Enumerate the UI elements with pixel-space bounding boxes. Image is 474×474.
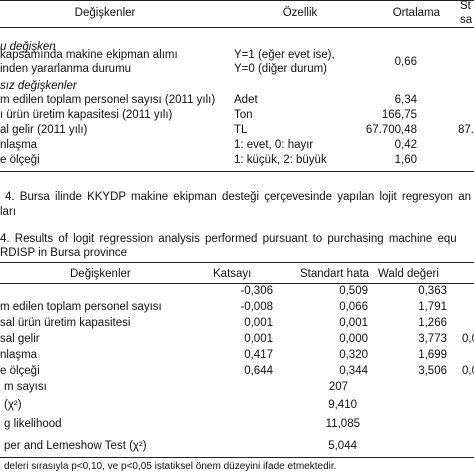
cell: kapsamında makine ekipman alımı xyxy=(0,49,178,61)
cell: 1,266 xyxy=(418,317,447,329)
cell: 0,000 xyxy=(339,333,368,345)
cell: 0,509 xyxy=(339,285,368,297)
rule xyxy=(0,283,474,284)
cell: 87. xyxy=(458,124,474,136)
cell: 0,644 xyxy=(244,365,273,377)
cell: 0,417 xyxy=(244,349,273,361)
column-header: Ortalama xyxy=(392,7,440,19)
cell: (χ²) xyxy=(4,399,22,411)
cell: 207 xyxy=(328,381,348,393)
cell: 3,773 xyxy=(418,333,447,345)
rule xyxy=(0,262,474,263)
column-header: Wald değeri xyxy=(378,268,439,280)
cell: 0,001 xyxy=(244,317,273,329)
cell: -0,008 xyxy=(240,301,273,313)
cell: m edilen toplam personel sayısı xyxy=(0,301,162,313)
cell: 1,60 xyxy=(394,154,417,166)
cell: 0,320 xyxy=(339,349,368,361)
cell: 0,066 xyxy=(339,301,368,313)
cell: -0,306 xyxy=(240,285,273,297)
cell: 6,34 xyxy=(394,94,417,106)
cell: Ton xyxy=(234,109,253,121)
cell: 11,085 xyxy=(325,418,360,430)
section-title: sız değişkenler xyxy=(0,80,77,92)
cell: nlaşma xyxy=(0,349,38,361)
cell: sal ürün üretim kapasitesi xyxy=(0,317,131,329)
cell: 0,001 xyxy=(244,333,273,345)
column-header: Değişkenler xyxy=(74,7,136,19)
cell: Y=1 (eğer evet ise), xyxy=(234,49,335,61)
cell: e ölçeği xyxy=(0,365,40,377)
column-header: Standart hata xyxy=(300,268,370,280)
cell: nlaşma xyxy=(0,139,38,151)
cell: m edilen toplam personel sayısı (2011 yı… xyxy=(0,94,216,106)
cell: ı ürün üretim kapasitesi (2011 yılı) xyxy=(0,109,173,121)
cell: 0,0 xyxy=(462,365,474,377)
cell: g likelihood xyxy=(4,418,62,430)
cell: 0,001 xyxy=(339,317,368,329)
caption: 4. Bursa ilinde KKYDP makine ekipman des… xyxy=(5,191,472,203)
cell: e ölçeği xyxy=(0,154,40,166)
cell: 1: küçük, 2: büyük xyxy=(234,154,327,166)
cell: per and Lemeshow Test (χ²) xyxy=(4,440,147,452)
cell: inden yararlanma durumu xyxy=(0,63,132,75)
caption: RDISP in Bursa province xyxy=(0,247,127,259)
cell: 166,75 xyxy=(381,109,417,121)
section-title: u değişken xyxy=(0,41,56,53)
cell: Adet xyxy=(234,94,258,106)
rule xyxy=(0,171,474,172)
cell: m sayısı xyxy=(4,381,47,393)
cell: Y=0 (diğer durum) xyxy=(234,63,327,75)
cell: sal gelir xyxy=(0,333,40,345)
cell: 1: evet, 0: hayır xyxy=(234,139,314,151)
cell: 0,344 xyxy=(339,365,368,377)
column-header: sa xyxy=(460,14,473,26)
cell: 67.700,48 xyxy=(365,124,417,136)
column-header: St xyxy=(460,0,471,12)
rule xyxy=(0,457,474,458)
caption: 4. Results of logit regression analysis … xyxy=(0,233,457,245)
column-header: Özellik xyxy=(282,7,318,19)
cell: 1,791 xyxy=(418,301,447,313)
cell: TL xyxy=(234,124,248,136)
cell: 0,0 xyxy=(462,333,474,345)
column-header: Katsayı xyxy=(213,268,252,280)
column-header: Değişkenler xyxy=(70,268,131,280)
footnote: deleri sırasıyla p<0,10, ve p<0,05 istat… xyxy=(4,461,337,472)
cell: 0,66 xyxy=(394,56,417,68)
cell: 0,42 xyxy=(394,139,417,151)
rule xyxy=(0,27,474,28)
caption: ları xyxy=(0,206,16,218)
cell: 1,699 xyxy=(418,349,447,361)
cell: 3,506 xyxy=(418,365,447,377)
cell: 9,410 xyxy=(328,399,357,411)
cell: 5,044 xyxy=(328,440,357,452)
cell: al gelir (2011 yılı) xyxy=(0,124,88,136)
cell: 0,363 xyxy=(418,285,447,297)
rule xyxy=(0,0,474,1)
